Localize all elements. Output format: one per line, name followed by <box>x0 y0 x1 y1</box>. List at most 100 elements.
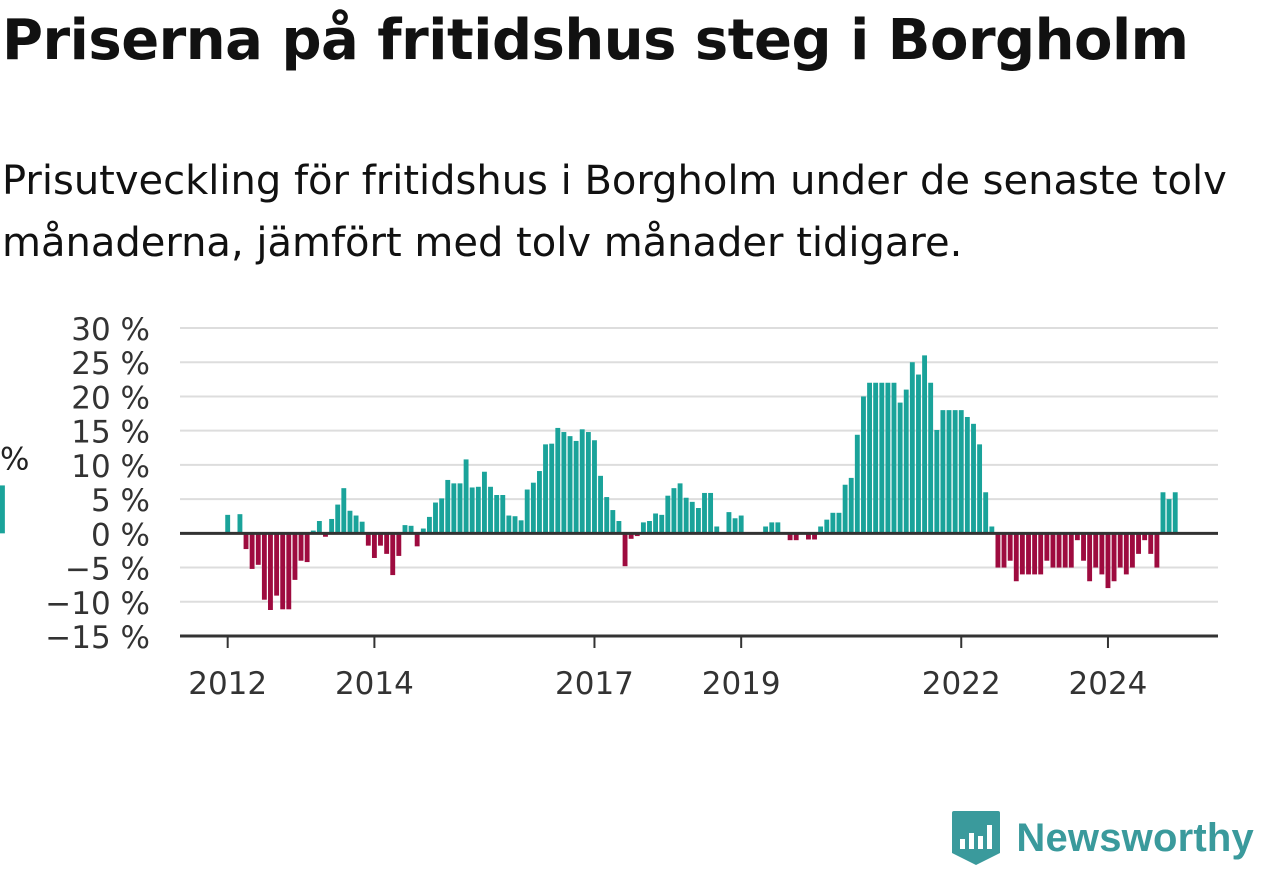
x-tick-label: 2014 <box>335 666 414 702</box>
x-tick-label: 2024 <box>1069 666 1148 702</box>
bar <box>836 512 842 534</box>
y-axis-tick-labels: 30 %25 %20 %15 %10 %5 %0 %−5 %−10 %−15 % <box>45 312 150 656</box>
bar <box>1136 533 1141 554</box>
bar <box>463 459 469 534</box>
bar <box>249 533 255 569</box>
bar <box>274 533 280 596</box>
bar <box>922 355 928 534</box>
bar <box>934 429 940 534</box>
bar <box>732 518 738 534</box>
bar <box>567 436 573 534</box>
bar <box>1050 533 1056 568</box>
bar <box>537 471 542 534</box>
bar <box>1007 533 1013 561</box>
bar <box>371 533 377 558</box>
bar <box>1148 533 1154 554</box>
bar <box>451 483 457 534</box>
bar <box>964 416 970 534</box>
bar <box>1093 533 1099 568</box>
bar <box>928 382 934 534</box>
bar <box>1160 492 1166 534</box>
bar <box>237 514 243 534</box>
bar <box>1166 499 1172 534</box>
bar <box>268 533 273 610</box>
y-tick-label: −10 % <box>45 586 150 622</box>
bar <box>469 487 475 534</box>
bar <box>323 533 328 537</box>
bar <box>1032 533 1038 575</box>
bar <box>561 432 567 534</box>
bar <box>989 526 995 534</box>
bar <box>940 410 946 534</box>
bar <box>518 520 524 534</box>
bar <box>1172 492 1178 534</box>
chart-title: Priserna på fritidshus steg i Borgholm <box>2 8 1189 73</box>
bar-chart: 30 %25 %20 %15 %10 %5 %0 %−5 %−10 %−15 %… <box>0 312 1218 702</box>
bar <box>793 533 799 541</box>
brand-logo-block: Newsworthy <box>950 809 1254 867</box>
bar <box>598 475 603 534</box>
bar <box>946 410 952 534</box>
bar-series <box>0 355 1178 610</box>
bar <box>628 533 634 539</box>
bar <box>873 382 879 534</box>
bar <box>995 533 1001 568</box>
bar <box>1117 533 1123 568</box>
bar <box>1129 533 1135 568</box>
bar <box>280 533 286 610</box>
bar <box>579 429 585 534</box>
bar <box>806 533 811 540</box>
bar <box>359 521 365 534</box>
bar <box>702 492 707 534</box>
bar <box>787 533 793 541</box>
bar <box>1081 533 1086 561</box>
bar <box>1062 533 1068 568</box>
bar <box>445 479 451 534</box>
bar <box>897 402 903 534</box>
x-axis-ticks: 2012 2014 2017 2019 2022 2024 <box>188 636 1147 702</box>
bar <box>524 489 530 534</box>
bar <box>622 533 628 567</box>
bar <box>854 434 860 534</box>
bar <box>500 495 506 534</box>
bar <box>1154 533 1160 568</box>
y-tick-label: 25 % <box>71 346 150 382</box>
bar <box>341 488 347 534</box>
bar <box>1038 533 1044 575</box>
bar <box>390 533 396 576</box>
bar <box>1068 533 1074 568</box>
bar <box>481 471 487 534</box>
bar <box>292 533 298 580</box>
bar <box>426 516 432 534</box>
bar <box>653 513 659 534</box>
bar <box>689 501 695 534</box>
bar <box>1111 533 1117 582</box>
bar <box>763 526 769 534</box>
bar <box>677 483 683 534</box>
bar <box>983 492 989 534</box>
y-tick-label: −5 % <box>65 552 150 588</box>
bar <box>0 485 5 534</box>
bar <box>861 396 866 534</box>
bar <box>916 374 921 534</box>
bar <box>659 514 665 534</box>
bar <box>396 533 402 556</box>
y-tick-label: 15 % <box>71 415 150 451</box>
bar <box>640 522 646 534</box>
bar <box>420 528 426 534</box>
bar <box>1074 533 1080 541</box>
bar <box>726 512 732 534</box>
bar <box>604 497 610 534</box>
x-tick-label: 2012 <box>188 666 267 702</box>
bar <box>830 512 836 534</box>
bar <box>488 486 493 534</box>
bar <box>530 482 536 534</box>
bar <box>439 498 445 534</box>
bar <box>1001 533 1007 568</box>
bar <box>842 484 848 534</box>
x-tick-label: 2017 <box>555 666 634 702</box>
bar <box>977 444 983 534</box>
bar <box>1105 533 1111 589</box>
bar <box>1099 533 1105 575</box>
bar <box>384 533 390 554</box>
